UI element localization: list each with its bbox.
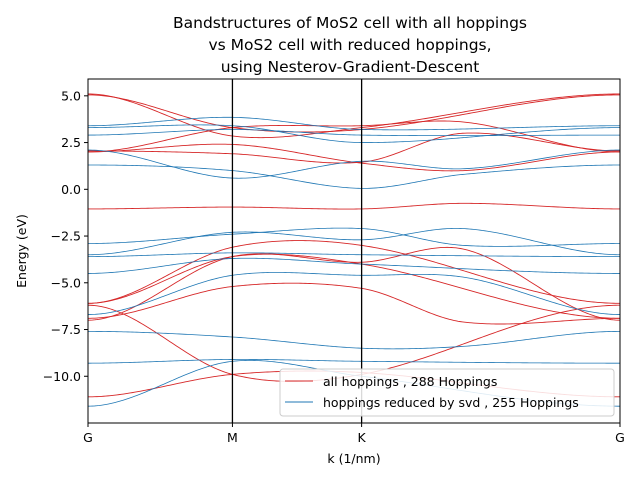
band-line-reduced-hoppings-5 [88,164,620,189]
legend: all hoppings , 288 Hoppings hoppings red… [279,368,615,417]
chart-title-line-3: using Nesterov-Gradient-Descent [221,58,480,76]
y-tick-label: 5.0 [61,88,81,103]
x-tick-label: G [83,430,93,445]
y-axis-label: Energy (eV) [14,214,29,288]
band-line-all-hoppings-10 [88,246,620,321]
y-tick-label: −7.5 [51,322,81,337]
band-line-reduced-hoppings-11 [88,330,620,350]
band-line-all-hoppings-7 [88,240,620,304]
band-line-reduced-hoppings-12 [88,358,620,364]
bands-layer [88,93,620,407]
band-line-all-hoppings-2 [88,94,620,133]
band-line-all-hoppings-4 [88,143,620,172]
band-line-all-hoppings-9 [88,282,620,325]
band-line-all-hoppings-8 [88,253,620,319]
band-line-reduced-hoppings-7 [88,227,620,256]
y-tick-label: 2.5 [61,135,81,150]
band-line-reduced-hoppings-6 [88,227,620,247]
x-tick-label: G [615,430,625,445]
symmetry-point-lines [231,79,363,423]
chart-title-line-1: Bandstructures of MoS2 cell with all hop… [173,14,527,32]
y-axis-ticks: 5.0 2.5 0.0 −2.5 −5.0 −7.5 −10.0 [43,88,88,384]
y-tick-label: −2.5 [51,229,81,244]
plot-frame [87,78,621,424]
band-line-reduced-hoppings-3 [88,129,620,137]
legend-frame [279,368,615,417]
y-tick-label: 0.0 [61,182,81,197]
band-line-all-hoppings-5 [88,120,620,153]
band-line-all-hoppings-3 [88,132,620,164]
legend-label-all-hoppings: all hoppings , 288 Hoppings [323,374,497,389]
x-tick-label: M [227,430,238,445]
legend-label-reduced-hoppings: hoppings reduced by svd , 255 Hoppings [323,395,579,410]
band-line-reduced-hoppings-4 [88,149,620,179]
chart-title-line-2: vs MoS2 cell with reduced hoppings, [208,36,491,54]
y-tick-label: −5.0 [51,275,81,290]
band-line-reduced-hoppings-9 [88,257,620,274]
band-line-reduced-hoppings-8 [88,252,620,258]
band-line-reduced-hoppings-1 [88,116,620,131]
x-tick-label: K [358,430,367,445]
y-tick-label: −10.0 [43,369,81,384]
chart-title: Bandstructures of MoS2 cell with all hop… [173,14,527,76]
band-line-reduced-hoppings-10 [88,272,620,315]
band-line-all-hoppings-6 [88,202,620,210]
band-line-reduced-hoppings-2 [88,124,620,143]
x-axis-label: k (1/nm) [327,451,380,466]
